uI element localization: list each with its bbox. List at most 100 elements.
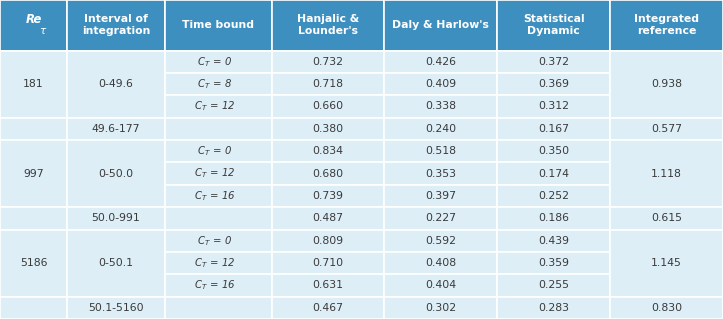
Bar	[385, 95, 497, 118]
Bar	[272, 185, 385, 207]
Bar	[610, 140, 723, 207]
Text: 0-50.1: 0-50.1	[98, 258, 134, 268]
Text: $C_T$$\,=\,$0: $C_T$$\,=\,$0	[197, 234, 232, 248]
Bar	[610, 51, 723, 118]
Bar	[165, 230, 272, 252]
Bar	[165, 297, 272, 319]
Text: Statistical
Dynamic: Statistical Dynamic	[523, 14, 584, 36]
Bar	[385, 118, 497, 140]
Text: 0.302: 0.302	[425, 303, 456, 313]
Text: $C_T$$\,=\,$0: $C_T$$\,=\,$0	[197, 144, 232, 158]
Bar	[385, 51, 497, 73]
Bar	[272, 118, 385, 140]
Bar	[385, 252, 497, 274]
Text: 0.732: 0.732	[312, 57, 343, 67]
Text: 0.487: 0.487	[312, 213, 343, 223]
Bar	[497, 185, 610, 207]
Bar	[610, 118, 723, 140]
Text: Integrated
reference: Integrated reference	[634, 14, 699, 36]
Bar	[272, 230, 385, 252]
Text: $C_T$$\,=\,$12: $C_T$$\,=\,$12	[194, 256, 236, 270]
Bar	[497, 274, 610, 297]
Text: 0.283: 0.283	[538, 303, 569, 313]
Text: 0.397: 0.397	[425, 191, 456, 201]
Text: 0.409: 0.409	[425, 79, 456, 89]
Text: 0.718: 0.718	[312, 79, 343, 89]
Text: 0.631: 0.631	[312, 280, 343, 290]
Bar	[67, 140, 165, 207]
Bar	[165, 0, 272, 51]
Text: 5186: 5186	[20, 258, 47, 268]
Text: 0.186: 0.186	[538, 213, 569, 223]
Bar	[610, 297, 723, 319]
Text: Time bound: Time bound	[182, 20, 254, 30]
Bar	[272, 0, 385, 51]
Bar	[272, 207, 385, 230]
Bar	[0, 297, 67, 319]
Text: $C_T$$\,=\,$12: $C_T$$\,=\,$12	[194, 100, 236, 113]
Bar	[385, 162, 497, 185]
Text: 0.227: 0.227	[425, 213, 456, 223]
Text: $C_T$$\,=\,$16: $C_T$$\,=\,$16	[194, 189, 236, 203]
Bar	[385, 207, 497, 230]
Text: 0.353: 0.353	[425, 169, 456, 179]
Text: 0.426: 0.426	[425, 57, 456, 67]
Text: 0.338: 0.338	[425, 101, 456, 111]
Text: 0.369: 0.369	[538, 79, 569, 89]
Bar	[272, 274, 385, 297]
Bar	[165, 252, 272, 274]
Bar	[165, 51, 272, 73]
Text: $C_T$$\,=\,$16: $C_T$$\,=\,$16	[194, 278, 236, 292]
Bar	[0, 230, 67, 297]
Text: 0.439: 0.439	[538, 236, 569, 246]
Text: 0.408: 0.408	[425, 258, 456, 268]
Bar	[610, 230, 723, 297]
Text: 50.1-5160: 50.1-5160	[88, 303, 144, 313]
Text: 0.577: 0.577	[651, 124, 682, 134]
Text: 1.145: 1.145	[651, 258, 682, 268]
Text: 0.359: 0.359	[538, 258, 569, 268]
Text: Interval of
integration: Interval of integration	[82, 14, 150, 36]
Bar	[272, 73, 385, 95]
Bar	[165, 185, 272, 207]
Text: 0.404: 0.404	[425, 280, 456, 290]
Text: $C_T$$\,=\,$0: $C_T$$\,=\,$0	[197, 55, 232, 69]
Bar	[165, 207, 272, 230]
Bar	[497, 207, 610, 230]
Bar	[0, 51, 67, 118]
Text: 0.380: 0.380	[312, 124, 343, 134]
Text: 0.615: 0.615	[651, 213, 682, 223]
Text: 0.240: 0.240	[425, 124, 456, 134]
Text: 1.118: 1.118	[651, 169, 682, 179]
Text: 0-49.6: 0-49.6	[98, 79, 133, 89]
Text: 0.372: 0.372	[538, 57, 569, 67]
Bar	[610, 207, 723, 230]
Text: 0.174: 0.174	[538, 169, 569, 179]
Bar	[272, 140, 385, 162]
Bar	[385, 274, 497, 297]
Bar	[0, 0, 67, 51]
Text: 0.312: 0.312	[538, 101, 569, 111]
Bar	[67, 0, 165, 51]
Text: 0.830: 0.830	[651, 303, 682, 313]
Text: 997: 997	[23, 169, 44, 179]
Text: 0-50.0: 0-50.0	[98, 169, 134, 179]
Bar	[497, 51, 610, 73]
Bar	[67, 207, 165, 230]
Text: 0.467: 0.467	[312, 303, 343, 313]
Bar	[165, 95, 272, 118]
Bar	[385, 230, 497, 252]
Bar	[165, 140, 272, 162]
Text: Hanjalic &
Lounder's: Hanjalic & Lounder's	[297, 14, 359, 36]
Text: 50.0-991: 50.0-991	[92, 213, 140, 223]
Text: 0.938: 0.938	[651, 79, 682, 89]
Text: Re: Re	[25, 13, 42, 26]
Bar	[165, 162, 272, 185]
Bar	[272, 252, 385, 274]
Text: $C_T$$\,=\,$8: $C_T$$\,=\,$8	[197, 77, 232, 91]
Text: 0.255: 0.255	[538, 280, 569, 290]
Bar	[385, 140, 497, 162]
Text: 0.518: 0.518	[425, 146, 456, 156]
Bar	[272, 297, 385, 319]
Bar	[497, 230, 610, 252]
